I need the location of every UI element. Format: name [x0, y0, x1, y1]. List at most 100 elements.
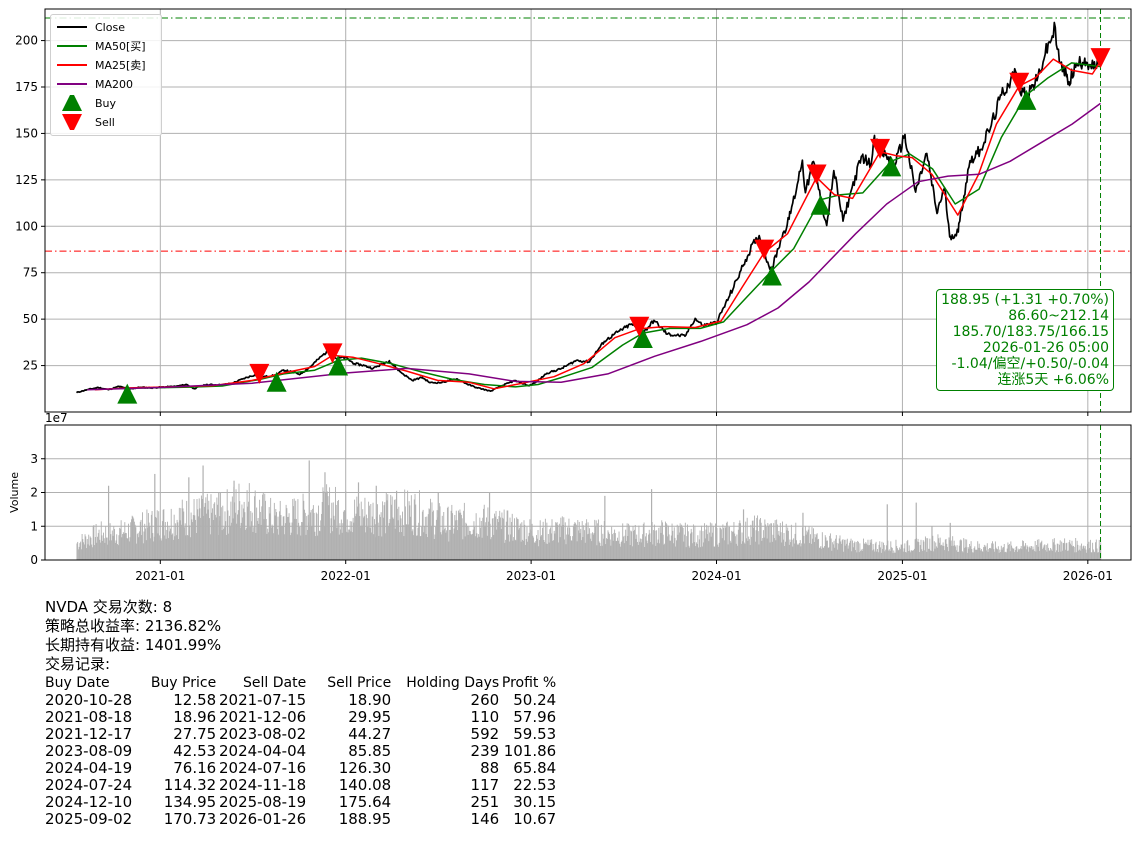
volume-bar	[180, 508, 182, 560]
volume-bar	[1098, 552, 1099, 560]
volume-bar	[311, 526, 313, 560]
table-cell: 2021-07-15	[219, 691, 307, 709]
volume-bar	[774, 520, 776, 560]
volume-bar	[472, 533, 473, 560]
volume-bar	[1092, 549, 1094, 560]
volume-bar	[437, 492, 439, 560]
volume-bar	[170, 528, 171, 560]
volume-bar	[1013, 548, 1015, 560]
volume-bar	[673, 543, 674, 560]
volume-bar	[388, 526, 389, 560]
sell-marker	[322, 343, 343, 364]
volume-bar	[343, 511, 345, 560]
volume-bar	[379, 517, 381, 560]
table-cell: 42.53	[173, 742, 217, 760]
volume-bar	[526, 526, 528, 560]
volume-bar	[888, 550, 890, 560]
volume-bar	[248, 483, 250, 560]
volume-bar	[219, 516, 221, 560]
volume-bar	[751, 536, 753, 560]
volume-bar	[817, 539, 819, 560]
table-row: 2024-12-10 134.95 2025-08-19 175.64 251 30.15	[45, 794, 556, 811]
volume-bar	[1046, 551, 1048, 560]
volume-bar	[130, 519, 132, 560]
volume-bar	[886, 504, 888, 560]
table-cell: 2026-01-26	[219, 810, 307, 828]
volume-bar	[1004, 552, 1006, 560]
buy-marker	[761, 265, 782, 286]
volume-bar	[146, 509, 148, 560]
volume-bar	[486, 517, 487, 560]
volume-bar	[1042, 549, 1043, 560]
volume-bar	[290, 532, 292, 560]
volume-bar	[1054, 544, 1056, 560]
volume-bar	[737, 529, 739, 560]
volume-bar	[198, 516, 199, 560]
volume-bar	[523, 520, 525, 560]
table-cell: 65.84	[513, 759, 557, 777]
volume-bar	[341, 532, 343, 560]
volume-bar	[138, 537, 140, 560]
volume-bar	[682, 527, 684, 560]
volume-bar	[1055, 552, 1057, 560]
table-header-cell: Sell Price	[327, 675, 392, 691]
volume-bar	[173, 514, 175, 560]
legend-label: Buy	[95, 96, 117, 110]
volume-bar	[735, 543, 737, 560]
table-row: 2025-09-02 170.73 2026-01-26 188.95 146 10.67	[45, 811, 556, 828]
volume-bar	[962, 552, 964, 560]
volume-bar	[86, 548, 87, 560]
volume-bar	[132, 516, 134, 560]
volume-bar	[468, 526, 470, 560]
volume-bar	[814, 534, 816, 560]
volume-bar	[874, 551, 876, 560]
volume-bar	[818, 538, 820, 560]
volume-bar	[873, 549, 875, 560]
ma200-line	[87, 102, 1101, 391]
volume-bar	[420, 535, 422, 560]
volume-bar	[964, 539, 966, 560]
volume-bar	[536, 535, 537, 560]
volume-bar	[940, 545, 942, 560]
volume-bar	[353, 522, 355, 560]
volume-bar	[603, 538, 605, 560]
trade-table-body: 2020-10-28 12.58 2021-07-15 18.90 260 50.24 20…	[45, 692, 556, 828]
volume-bar	[938, 542, 940, 560]
volume-bar	[98, 529, 100, 560]
volume-bar	[432, 511, 434, 560]
volume-bar	[331, 502, 333, 560]
info-line: 86.60~212.14	[1008, 308, 1109, 324]
volume-bar	[657, 539, 659, 560]
volume-bar	[408, 501, 410, 560]
table-header-cell: Profit %	[501, 675, 557, 691]
volume-bar	[994, 541, 996, 560]
volume-bar	[263, 519, 265, 560]
volume-bar	[732, 531, 733, 560]
volume-bar	[423, 532, 425, 560]
volume-bar	[966, 552, 968, 560]
volume-bar	[1061, 541, 1063, 560]
volume-bar	[659, 543, 660, 560]
volume-bar	[156, 518, 157, 560]
volume-bar	[149, 526, 151, 560]
volume-bar	[609, 539, 611, 560]
volume-bar	[342, 523, 344, 560]
volume-bar	[207, 509, 209, 560]
volume-bar	[284, 534, 286, 560]
volume-bar	[416, 535, 418, 560]
x-tick-label: 2024-01	[691, 569, 741, 583]
volume-bar	[101, 535, 103, 560]
volume-bar	[294, 518, 296, 560]
volume-bar	[862, 548, 864, 560]
volume-bar	[118, 535, 120, 560]
volume-bar	[435, 519, 437, 560]
volume-bar	[841, 540, 843, 560]
volume-bar	[966, 539, 968, 560]
volume-bar	[825, 537, 827, 560]
volume-bar	[312, 508, 314, 560]
volume-bar	[223, 527, 225, 560]
table-cell: 2021-12-17	[45, 725, 133, 743]
volume-bar	[628, 525, 630, 560]
volume-bar	[856, 552, 858, 560]
volume-bar	[931, 526, 933, 560]
